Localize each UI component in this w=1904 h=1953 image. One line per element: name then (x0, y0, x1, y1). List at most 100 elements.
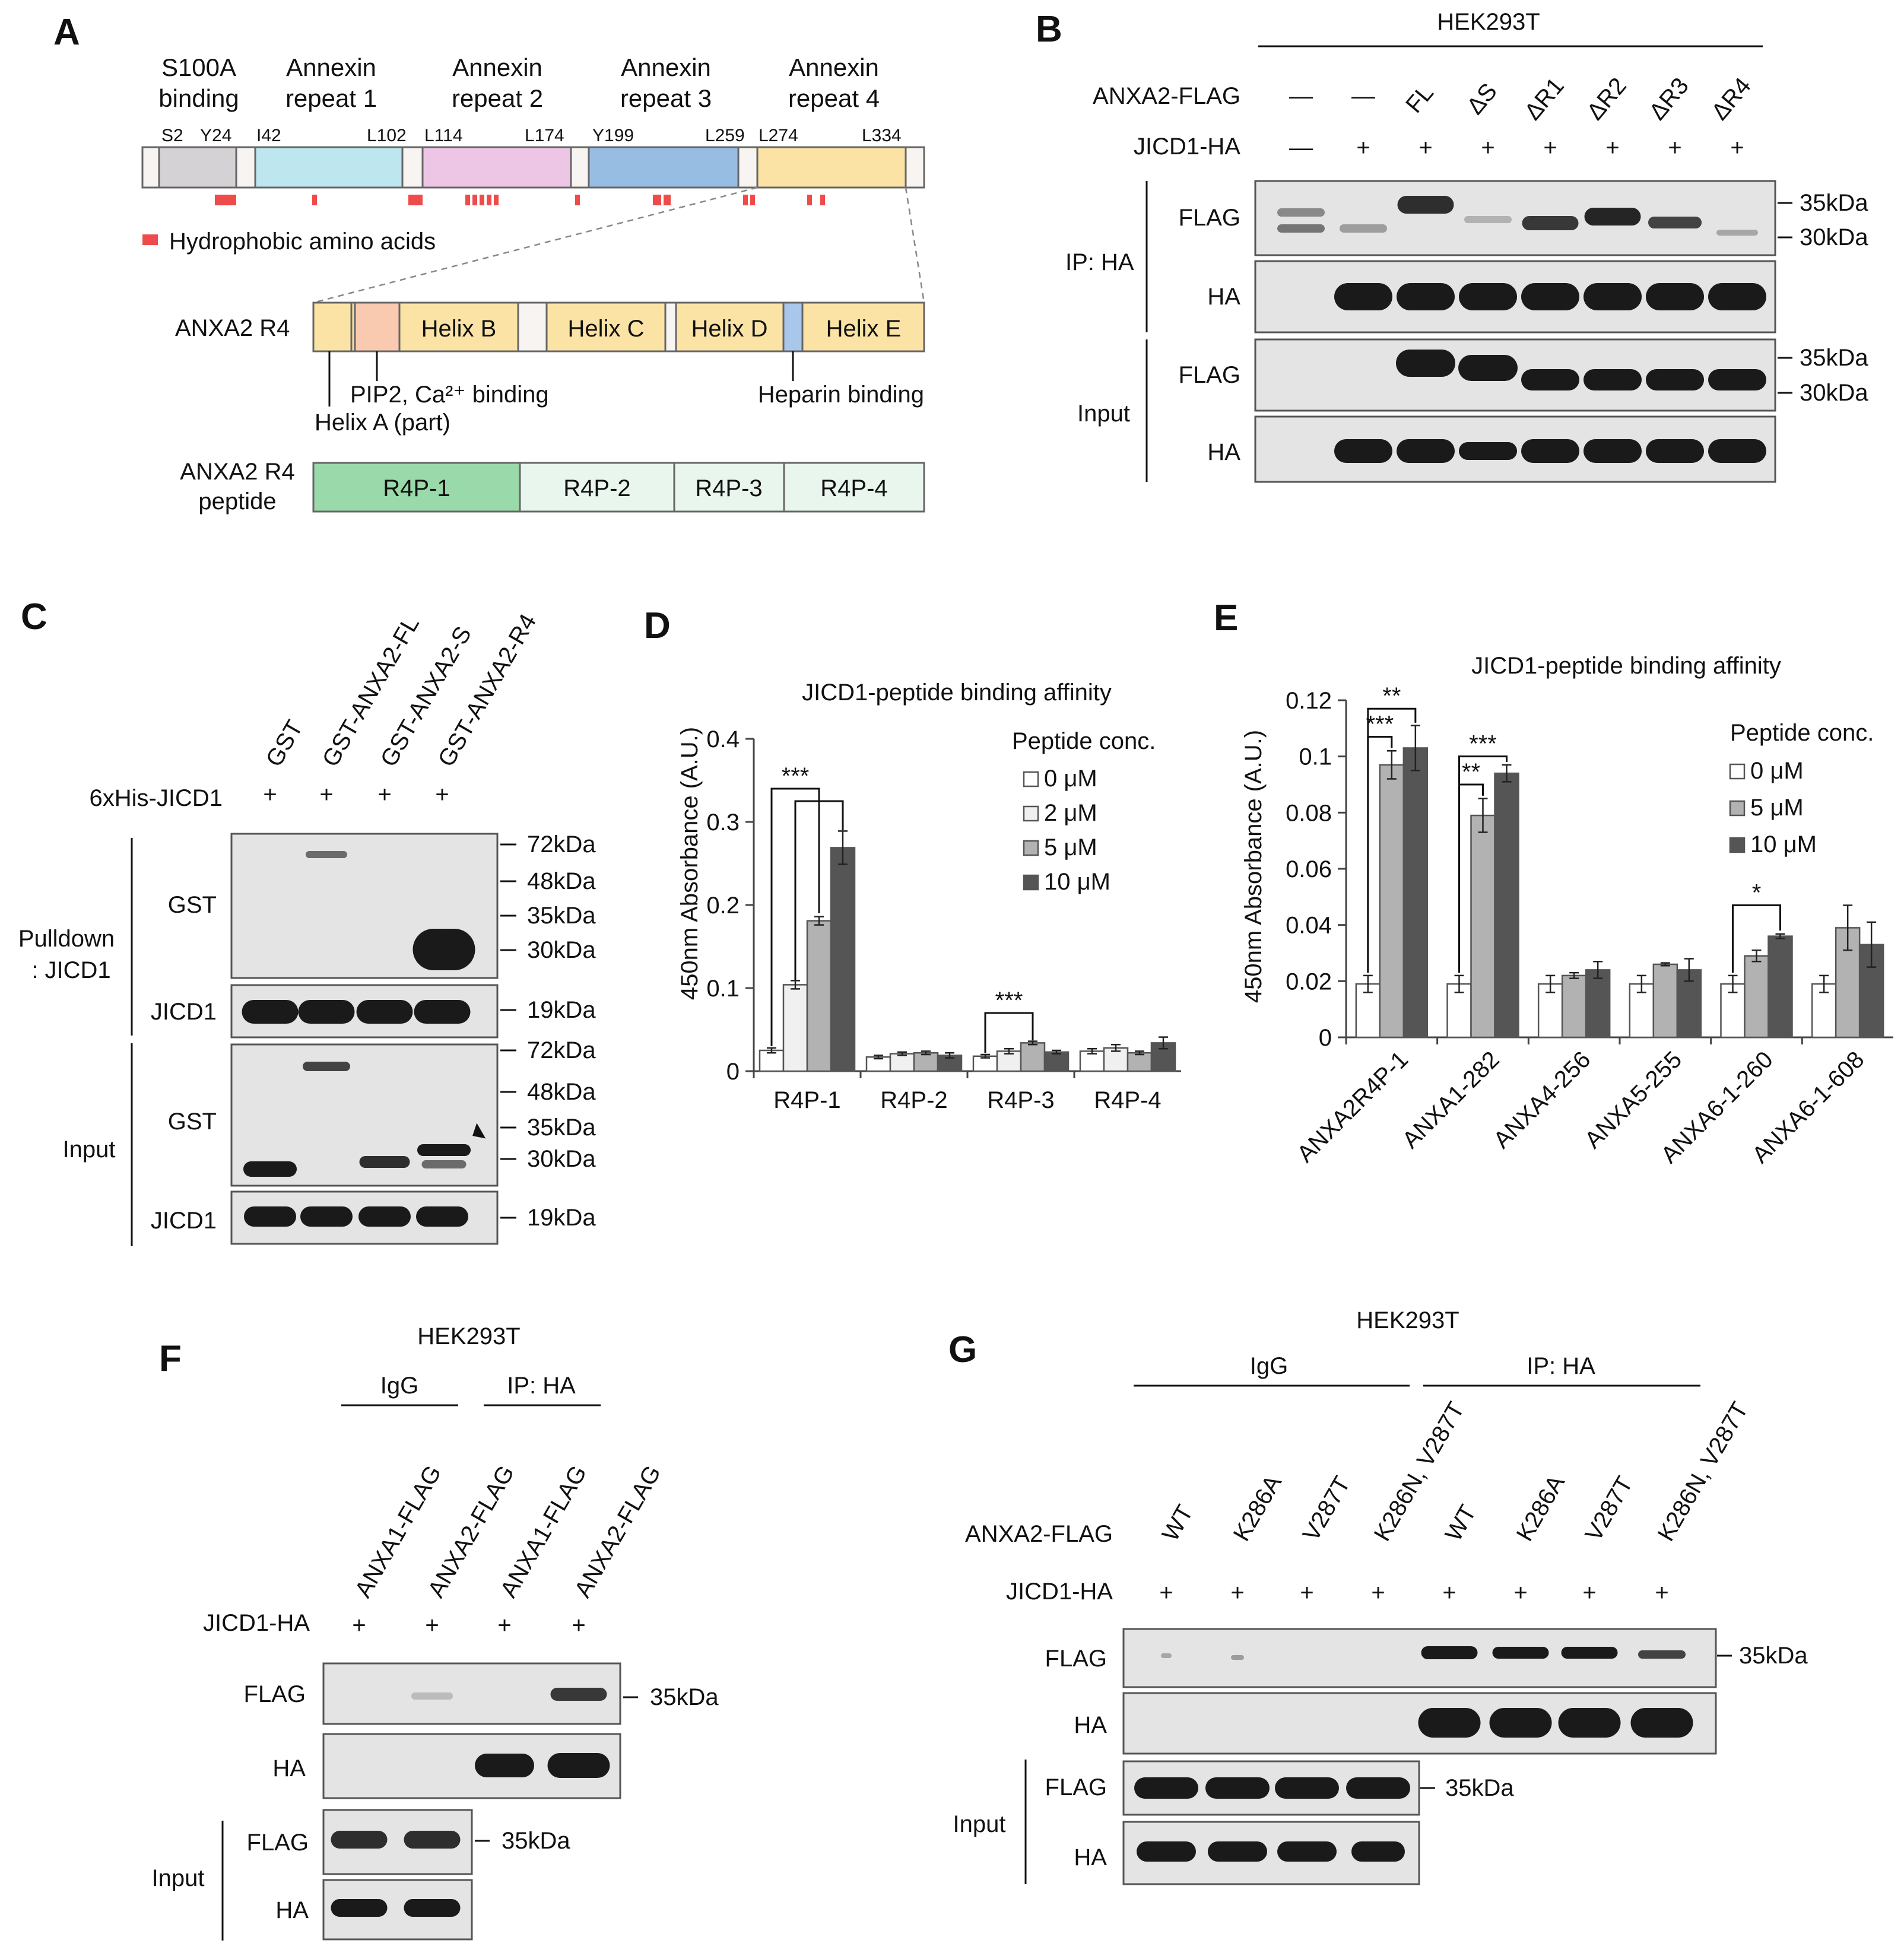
lane-sign: + (1442, 1580, 1456, 1606)
marker-label: 30kDa (1800, 380, 1868, 406)
heparin-segment (782, 301, 804, 353)
blot-label: HA (1207, 439, 1240, 465)
significance-label: *** (782, 763, 810, 789)
blot-band (1638, 1650, 1686, 1659)
blot-band (1459, 442, 1517, 460)
blot-band (1459, 283, 1517, 310)
blot-band (1137, 1841, 1196, 1862)
lane-sign: + (1543, 135, 1557, 161)
legend-label: 5 μM (1750, 795, 1804, 821)
blot-band (1584, 208, 1641, 226)
panel-a-label: A (53, 12, 80, 53)
blot-band (303, 1062, 350, 1071)
lane-sign: + (377, 782, 391, 808)
y-tick-label: 0.1 (1299, 744, 1332, 770)
lane-label: WT (1157, 1501, 1198, 1546)
blot-band (300, 1206, 353, 1227)
residue-label: I42 (256, 126, 281, 145)
legend-label: 0 μM (1750, 758, 1804, 784)
blot-band (1489, 1708, 1552, 1738)
blot-band (1275, 1777, 1339, 1799)
cell-line-label: HEK293T (417, 1323, 520, 1349)
blot-band (547, 1753, 610, 1778)
marker-label: 35kDa (1800, 345, 1868, 371)
panel-e: E JICD1-peptide binding affinity 450nm A… (1214, 598, 1893, 1168)
panel-a: A S100A binding Annexin repeat 1 Annexin… (53, 12, 925, 515)
y-tick-label: 0.04 (1286, 913, 1332, 939)
bar (1744, 955, 1769, 1039)
blot-label: HA (275, 1897, 309, 1923)
legend-label: 0 μM (1044, 766, 1097, 792)
repeat4-domain (756, 146, 907, 189)
group-label: IP: HA (1527, 1353, 1595, 1379)
marker-label: 35kDa (527, 903, 596, 929)
domain-label: Annexin (452, 53, 542, 81)
lane-sign: + (1356, 135, 1370, 161)
blot-band (359, 1156, 410, 1168)
cell-line-label: HEK293T (1437, 9, 1540, 35)
legend-swatch (1729, 800, 1746, 817)
blot-label: HA (1074, 1844, 1107, 1871)
blot-band (1646, 369, 1704, 390)
peptide-r4p1 (312, 462, 521, 513)
blot-band (1205, 1777, 1270, 1799)
residue-label: S2 (161, 126, 183, 145)
blot-label: FLAG (244, 1681, 306, 1707)
blot-band (1458, 355, 1518, 381)
row-label: ANXA2-FLAG (1093, 83, 1240, 109)
lane-sign: + (319, 782, 333, 808)
y-tick-label: 0.2 (706, 893, 740, 919)
x-tick-label: ANXA2R4P-1 (1292, 1046, 1413, 1167)
lane-sign: + (1481, 135, 1494, 161)
blot-band (412, 929, 475, 970)
lane-label: GST (261, 716, 308, 771)
domain-label: binding (158, 84, 239, 112)
blot-band (1630, 1708, 1693, 1738)
repeat3-domain (588, 146, 740, 189)
input-label: Input (152, 1865, 205, 1891)
group-label: : JICD1 (31, 957, 110, 983)
blot-band (298, 1000, 355, 1024)
r4-label: ANXA2 R4 (175, 315, 290, 341)
legend-title: Peptide conc. (1012, 728, 1156, 754)
panel-g-label: G (948, 1329, 977, 1370)
lane-label: FL (1401, 80, 1439, 118)
group-label: IP: HA (507, 1373, 576, 1399)
lane-sign: + (425, 1612, 439, 1638)
lane-sign: + (1513, 1580, 1527, 1606)
blot-band (1277, 208, 1325, 217)
blot-band (356, 1000, 413, 1024)
significance-label: *** (995, 987, 1023, 1014)
blot-band (1421, 1646, 1478, 1659)
lane-sign: + (1655, 1580, 1668, 1606)
blot-band (331, 1899, 388, 1917)
marker-label: 35kDa (502, 1828, 570, 1854)
x-tick-label: R4P-2 (880, 1087, 947, 1113)
legend-swatch (1023, 771, 1039, 787)
group-label: IgG (380, 1373, 418, 1399)
blot-band (1558, 1708, 1621, 1738)
blot-ip-flag (1122, 1628, 1717, 1688)
panel-c-label: C (21, 596, 47, 637)
panel-b-label: B (1036, 9, 1062, 50)
lane-sign: + (352, 1612, 366, 1638)
marker-label: 35kDa (527, 1114, 596, 1141)
panel-d-label: D (644, 605, 671, 646)
blot-band (475, 1754, 534, 1777)
lane-label: ΔR1 (1519, 73, 1569, 125)
legend-swatch (1729, 763, 1746, 780)
s100a-domain (158, 146, 237, 189)
lane-sign: + (1582, 1580, 1596, 1606)
lane-label: WT (1440, 1501, 1481, 1546)
blot-band (1521, 283, 1579, 310)
blot-label: FLAG (1045, 1646, 1107, 1672)
peptide-name: R4P-1 (383, 475, 450, 501)
residue-label: L274 (759, 126, 798, 145)
marker-label: 30kDa (527, 937, 596, 963)
blot-band (1492, 1647, 1549, 1659)
marker-label: 35kDa (1739, 1643, 1808, 1669)
y-tick-label: 0.3 (706, 809, 740, 836)
peptide-r4p2 (519, 462, 675, 513)
pip2-label: PIP2, Ca²⁺ binding (350, 382, 549, 408)
